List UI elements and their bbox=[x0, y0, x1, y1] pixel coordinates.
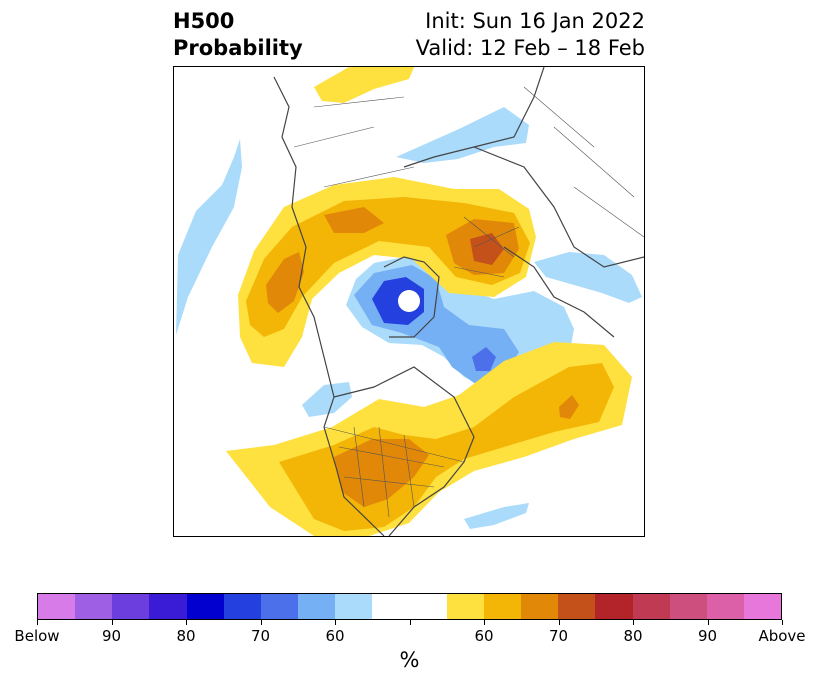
colorbar-segment bbox=[743, 594, 782, 619]
colorbar-tick-label: 70 bbox=[548, 627, 569, 645]
colorbar-segment bbox=[260, 594, 299, 619]
colorbar-tick bbox=[335, 620, 336, 625]
country-borders bbox=[293, 86, 644, 518]
colorbar-tick bbox=[707, 620, 709, 625]
colorbar-tick-label: Below bbox=[14, 627, 60, 645]
below-80-area-scandinavia bbox=[472, 347, 496, 371]
chart-title-left: H500 Probability bbox=[173, 8, 303, 62]
colorbar-tick bbox=[111, 620, 113, 625]
colorbar-segment bbox=[335, 594, 373, 619]
colorbar-segment bbox=[38, 594, 76, 619]
colorbar-tick bbox=[633, 620, 634, 625]
colorbar-tick bbox=[409, 620, 411, 625]
valid-range: Valid: 12 Feb – 18 Feb bbox=[415, 36, 645, 60]
colorbar-tick-label: 60 bbox=[325, 627, 345, 645]
colorbar-segment bbox=[706, 594, 744, 619]
colorbar-tick-label: Above bbox=[758, 627, 806, 645]
colorbar-segment bbox=[558, 594, 596, 619]
below-60-area-siberia bbox=[396, 107, 529, 163]
above-90-area-ural bbox=[470, 233, 504, 265]
above-80-area-siberia bbox=[324, 207, 384, 233]
colorbar-tick bbox=[782, 620, 783, 625]
colorbar-segment bbox=[595, 594, 633, 619]
colorbar-tick bbox=[484, 620, 485, 625]
below-60-area-greenland bbox=[302, 382, 352, 417]
colorbar-tick-label: 80 bbox=[176, 627, 196, 645]
coastlines bbox=[273, 67, 644, 536]
colorbar-segment bbox=[632, 594, 670, 619]
title-metric: Probability bbox=[173, 36, 303, 60]
colorbar-segment bbox=[186, 594, 224, 619]
colorbar-segment bbox=[669, 594, 707, 619]
below-60-area-pacific bbox=[176, 139, 242, 335]
colorbar-tick bbox=[37, 620, 38, 625]
title-variable: H500 bbox=[173, 9, 235, 33]
colorbar-tick-label: 90 bbox=[101, 627, 122, 645]
probability-map bbox=[176, 67, 644, 536]
init-date: Init: Sun 16 Jan 2022 bbox=[425, 9, 645, 33]
colorbar-segment bbox=[75, 594, 113, 619]
colorbar-tick bbox=[558, 620, 560, 625]
above-80-area-atlantic bbox=[559, 395, 579, 419]
pole-hole bbox=[398, 290, 420, 312]
colorbar-tick-label: 60 bbox=[474, 627, 494, 645]
above-60-area-northpacific bbox=[314, 67, 414, 103]
colorbar-tick-label: 90 bbox=[697, 627, 718, 645]
above-80-area-alaska bbox=[266, 252, 304, 313]
colorbar-segment bbox=[372, 594, 410, 619]
colorbar-segment bbox=[521, 594, 559, 619]
colorbar-tick bbox=[186, 620, 187, 625]
colorbar-segment bbox=[483, 594, 522, 619]
colorbar-tick bbox=[260, 620, 262, 625]
below-60-area-atlantic bbox=[464, 503, 529, 529]
colorbar-segment bbox=[446, 594, 484, 619]
colorbar-ticks bbox=[37, 620, 783, 628]
colorbar bbox=[37, 593, 782, 620]
below-60-area-europe bbox=[534, 252, 642, 303]
colorbar-segment bbox=[112, 594, 150, 619]
colorbar-tick-label: 70 bbox=[250, 627, 271, 645]
colorbar-unit: % bbox=[399, 648, 420, 672]
colorbar-segment bbox=[223, 594, 261, 619]
colorbar-segment bbox=[149, 594, 187, 619]
colorbar-segment bbox=[298, 594, 336, 619]
map-panel bbox=[173, 66, 645, 537]
colorbar-segment bbox=[409, 594, 447, 619]
colorbar-tick-label: 80 bbox=[623, 627, 643, 645]
chart-title-right: Init: Sun 16 Jan 2022 Valid: 12 Feb – 18… bbox=[416, 8, 645, 62]
